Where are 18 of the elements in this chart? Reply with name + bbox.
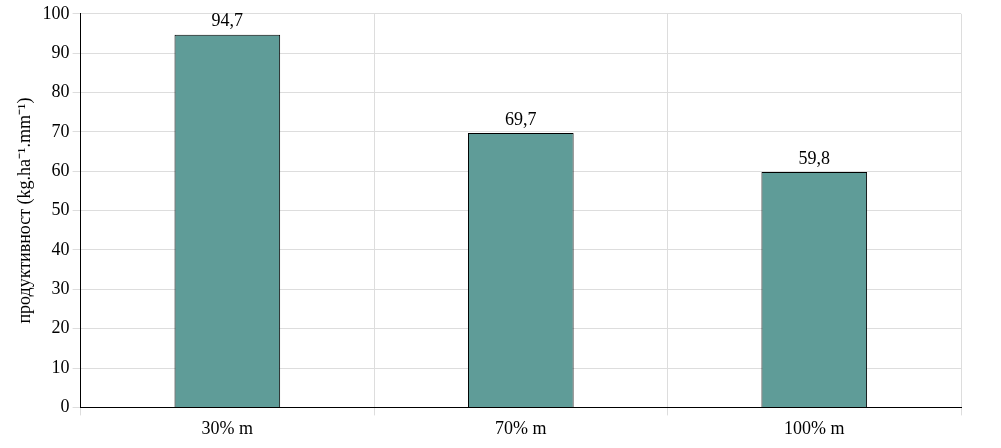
y-tick-label: 70 bbox=[51, 120, 70, 141]
y-tick-label: 0 bbox=[60, 396, 70, 417]
y-tick-label: 40 bbox=[51, 238, 70, 259]
x-tick-label: 70% m bbox=[495, 417, 547, 438]
y-tick-label: 20 bbox=[51, 317, 70, 338]
data-label: 69,7 bbox=[505, 108, 537, 129]
y-tick-label: 50 bbox=[51, 199, 70, 220]
y-tick-label: 80 bbox=[51, 81, 70, 102]
y-tick-label: 30 bbox=[51, 278, 70, 299]
y-tick-label: 10 bbox=[51, 356, 70, 377]
data-label: 59,8 bbox=[798, 147, 831, 168]
y-axis-title: продуктивност (kg.ha⁻¹.mm⁻¹) bbox=[13, 97, 35, 324]
x-tick-label: 30% m bbox=[201, 417, 254, 438]
y-tick-label: 60 bbox=[51, 159, 70, 180]
y-tick-label: 100 bbox=[42, 2, 70, 23]
x-tick-label: 100% m bbox=[784, 417, 845, 438]
data-label: 94,7 bbox=[211, 10, 244, 31]
y-tick-label: 90 bbox=[51, 41, 70, 62]
